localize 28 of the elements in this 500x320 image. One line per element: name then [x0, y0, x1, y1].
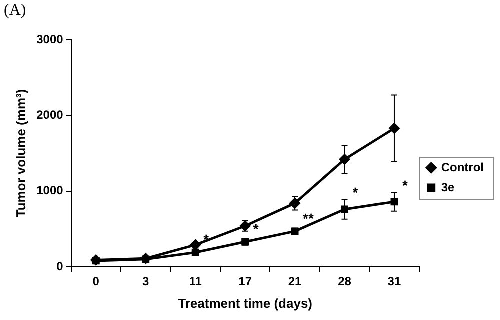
- legend-label: 3e: [441, 180, 456, 194]
- x-tick-label: 17: [238, 274, 252, 289]
- x-tick-label: 31: [388, 274, 402, 289]
- legend-label: Control: [441, 160, 484, 174]
- point: [140, 253, 152, 264]
- point: [390, 198, 398, 206]
- x-tick-label: 21: [288, 274, 302, 289]
- y-axis-title: Tumor volume (mm³): [13, 89, 28, 218]
- annotation: *: [352, 184, 359, 201]
- text: (A): [4, 2, 26, 20]
- point: [341, 206, 348, 214]
- x-tick-label: 11: [189, 274, 202, 289]
- annotation: *: [253, 220, 260, 237]
- x-tick-label: 28: [338, 274, 352, 289]
- x-tick-label: 0: [92, 274, 100, 289]
- y-tick-label: 2000: [36, 108, 64, 122]
- y-tick-label: 1000: [36, 184, 64, 198]
- annotation: *: [402, 177, 408, 194]
- point: [389, 123, 400, 134]
- x-axis-title: Treatment time (days): [178, 296, 313, 311]
- x-tick-label: 3: [142, 274, 150, 289]
- annotation: **: [303, 210, 314, 226]
- point: [192, 248, 200, 256]
- point: [190, 240, 201, 250]
- y-tick-label: 3000: [36, 32, 64, 46]
- y-tick-label: 0: [56, 259, 64, 274]
- point: [90, 254, 102, 266]
- point: [340, 154, 350, 165]
